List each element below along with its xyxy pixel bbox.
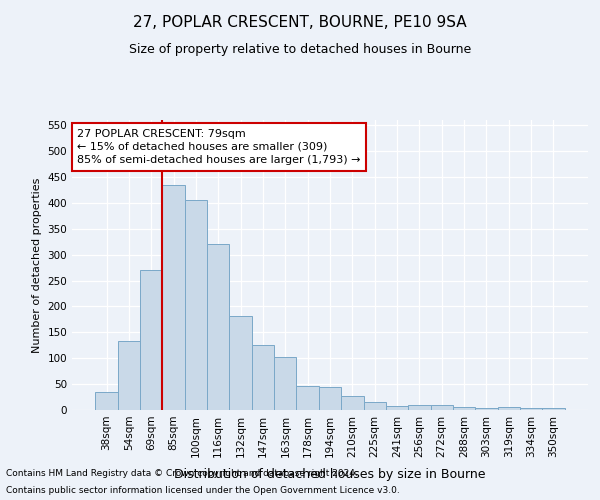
Bar <box>163 184 185 410</box>
Y-axis label: Number of detached properties: Number of detached properties <box>32 178 42 352</box>
Bar <box>386 406 408 410</box>
Bar <box>475 408 497 410</box>
Bar <box>207 244 229 410</box>
Text: Size of property relative to detached houses in Bourne: Size of property relative to detached ho… <box>129 42 471 56</box>
Bar <box>118 341 140 410</box>
Bar <box>341 396 364 410</box>
Text: Contains HM Land Registry data © Crown copyright and database right 2024.: Contains HM Land Registry data © Crown c… <box>6 468 358 477</box>
Bar <box>140 270 163 410</box>
Bar <box>274 356 296 410</box>
Text: 27, POPLAR CRESCENT, BOURNE, PE10 9SA: 27, POPLAR CRESCENT, BOURNE, PE10 9SA <box>133 15 467 30</box>
Bar <box>364 402 386 410</box>
Bar <box>520 408 542 410</box>
X-axis label: Distribution of detached houses by size in Bourne: Distribution of detached houses by size … <box>174 468 486 481</box>
Bar <box>185 200 207 410</box>
Text: Contains public sector information licensed under the Open Government Licence v3: Contains public sector information licen… <box>6 486 400 495</box>
Bar <box>252 346 274 410</box>
Text: 27 POPLAR CRESCENT: 79sqm
← 15% of detached houses are smaller (309)
85% of semi: 27 POPLAR CRESCENT: 79sqm ← 15% of detac… <box>77 128 361 165</box>
Bar <box>497 408 520 410</box>
Bar <box>453 408 475 410</box>
Bar <box>229 316 252 410</box>
Bar <box>408 405 431 410</box>
Bar <box>95 392 118 410</box>
Bar <box>319 386 341 410</box>
Bar <box>296 386 319 410</box>
Bar <box>542 408 565 410</box>
Bar <box>431 405 453 410</box>
